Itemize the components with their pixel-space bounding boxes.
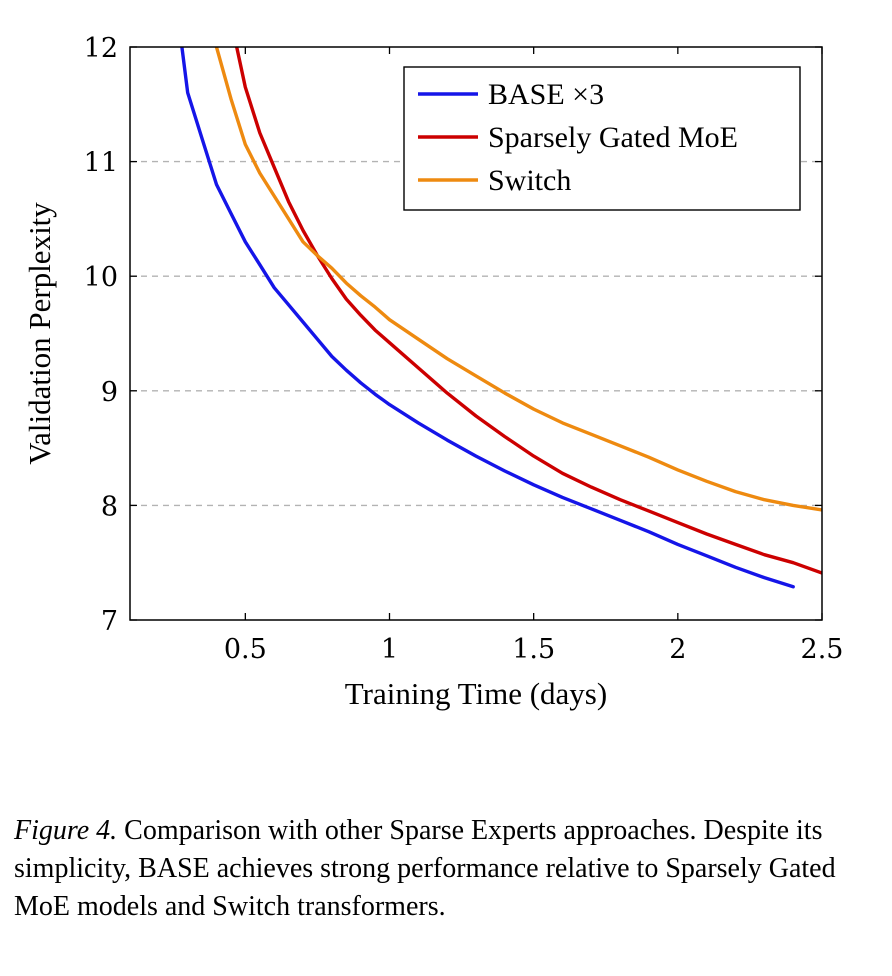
series-lines [180, 47, 822, 589]
y-tick-label: 8 [101, 491, 118, 522]
caption-figure-label: Figure 4. [14, 815, 118, 846]
figure-caption: Figure 4. Comparison with other Sparse E… [14, 812, 864, 926]
x-tick-label: 0.5 [224, 634, 267, 665]
legend-label: Sparsely Gated MoE [488, 121, 738, 154]
y-tick-label: 7 [101, 606, 118, 637]
y-tick-label: 10 [84, 262, 118, 293]
caption-text: Comparison with other Sparse Experts app… [14, 815, 836, 922]
y-tick-label: 11 [84, 148, 118, 179]
legend: BASE ×3 Sparsely Gated MoE Switch [403, 66, 801, 211]
legend-label: Switch [488, 164, 571, 197]
x-axis-label: Training Time (days) [345, 676, 607, 711]
series-line-2 [214, 47, 822, 512]
legend-label: BASE ×3 [488, 78, 604, 111]
line-chart: 0.5 1 1.5 2 2.5 7 8 9 10 11 12 Training Time (days… [22, 33, 844, 711]
y-tick-label: 12 [84, 33, 118, 64]
x-tick-label: 1 [381, 634, 398, 665]
y-tick-label: 9 [101, 377, 118, 408]
chart-figure: 0.5 1 1.5 2 2.5 7 8 9 10 11 12 Training Time (days… [22, 33, 844, 711]
series-line-1 [235, 47, 822, 575]
x-tick-label: 2.5 [801, 634, 844, 665]
x-tick-label: 2 [669, 634, 686, 665]
plot-frame [129, 46, 823, 621]
x-tick-label: 1.5 [512, 634, 555, 665]
y-axis-label: Validation Perplexity [22, 202, 57, 465]
grid-lines [130, 160, 822, 507]
axis-ticks: 0.5 1 1.5 2 2.5 7 8 9 10 11 12 [84, 33, 844, 665]
series-line-0 [180, 47, 795, 589]
